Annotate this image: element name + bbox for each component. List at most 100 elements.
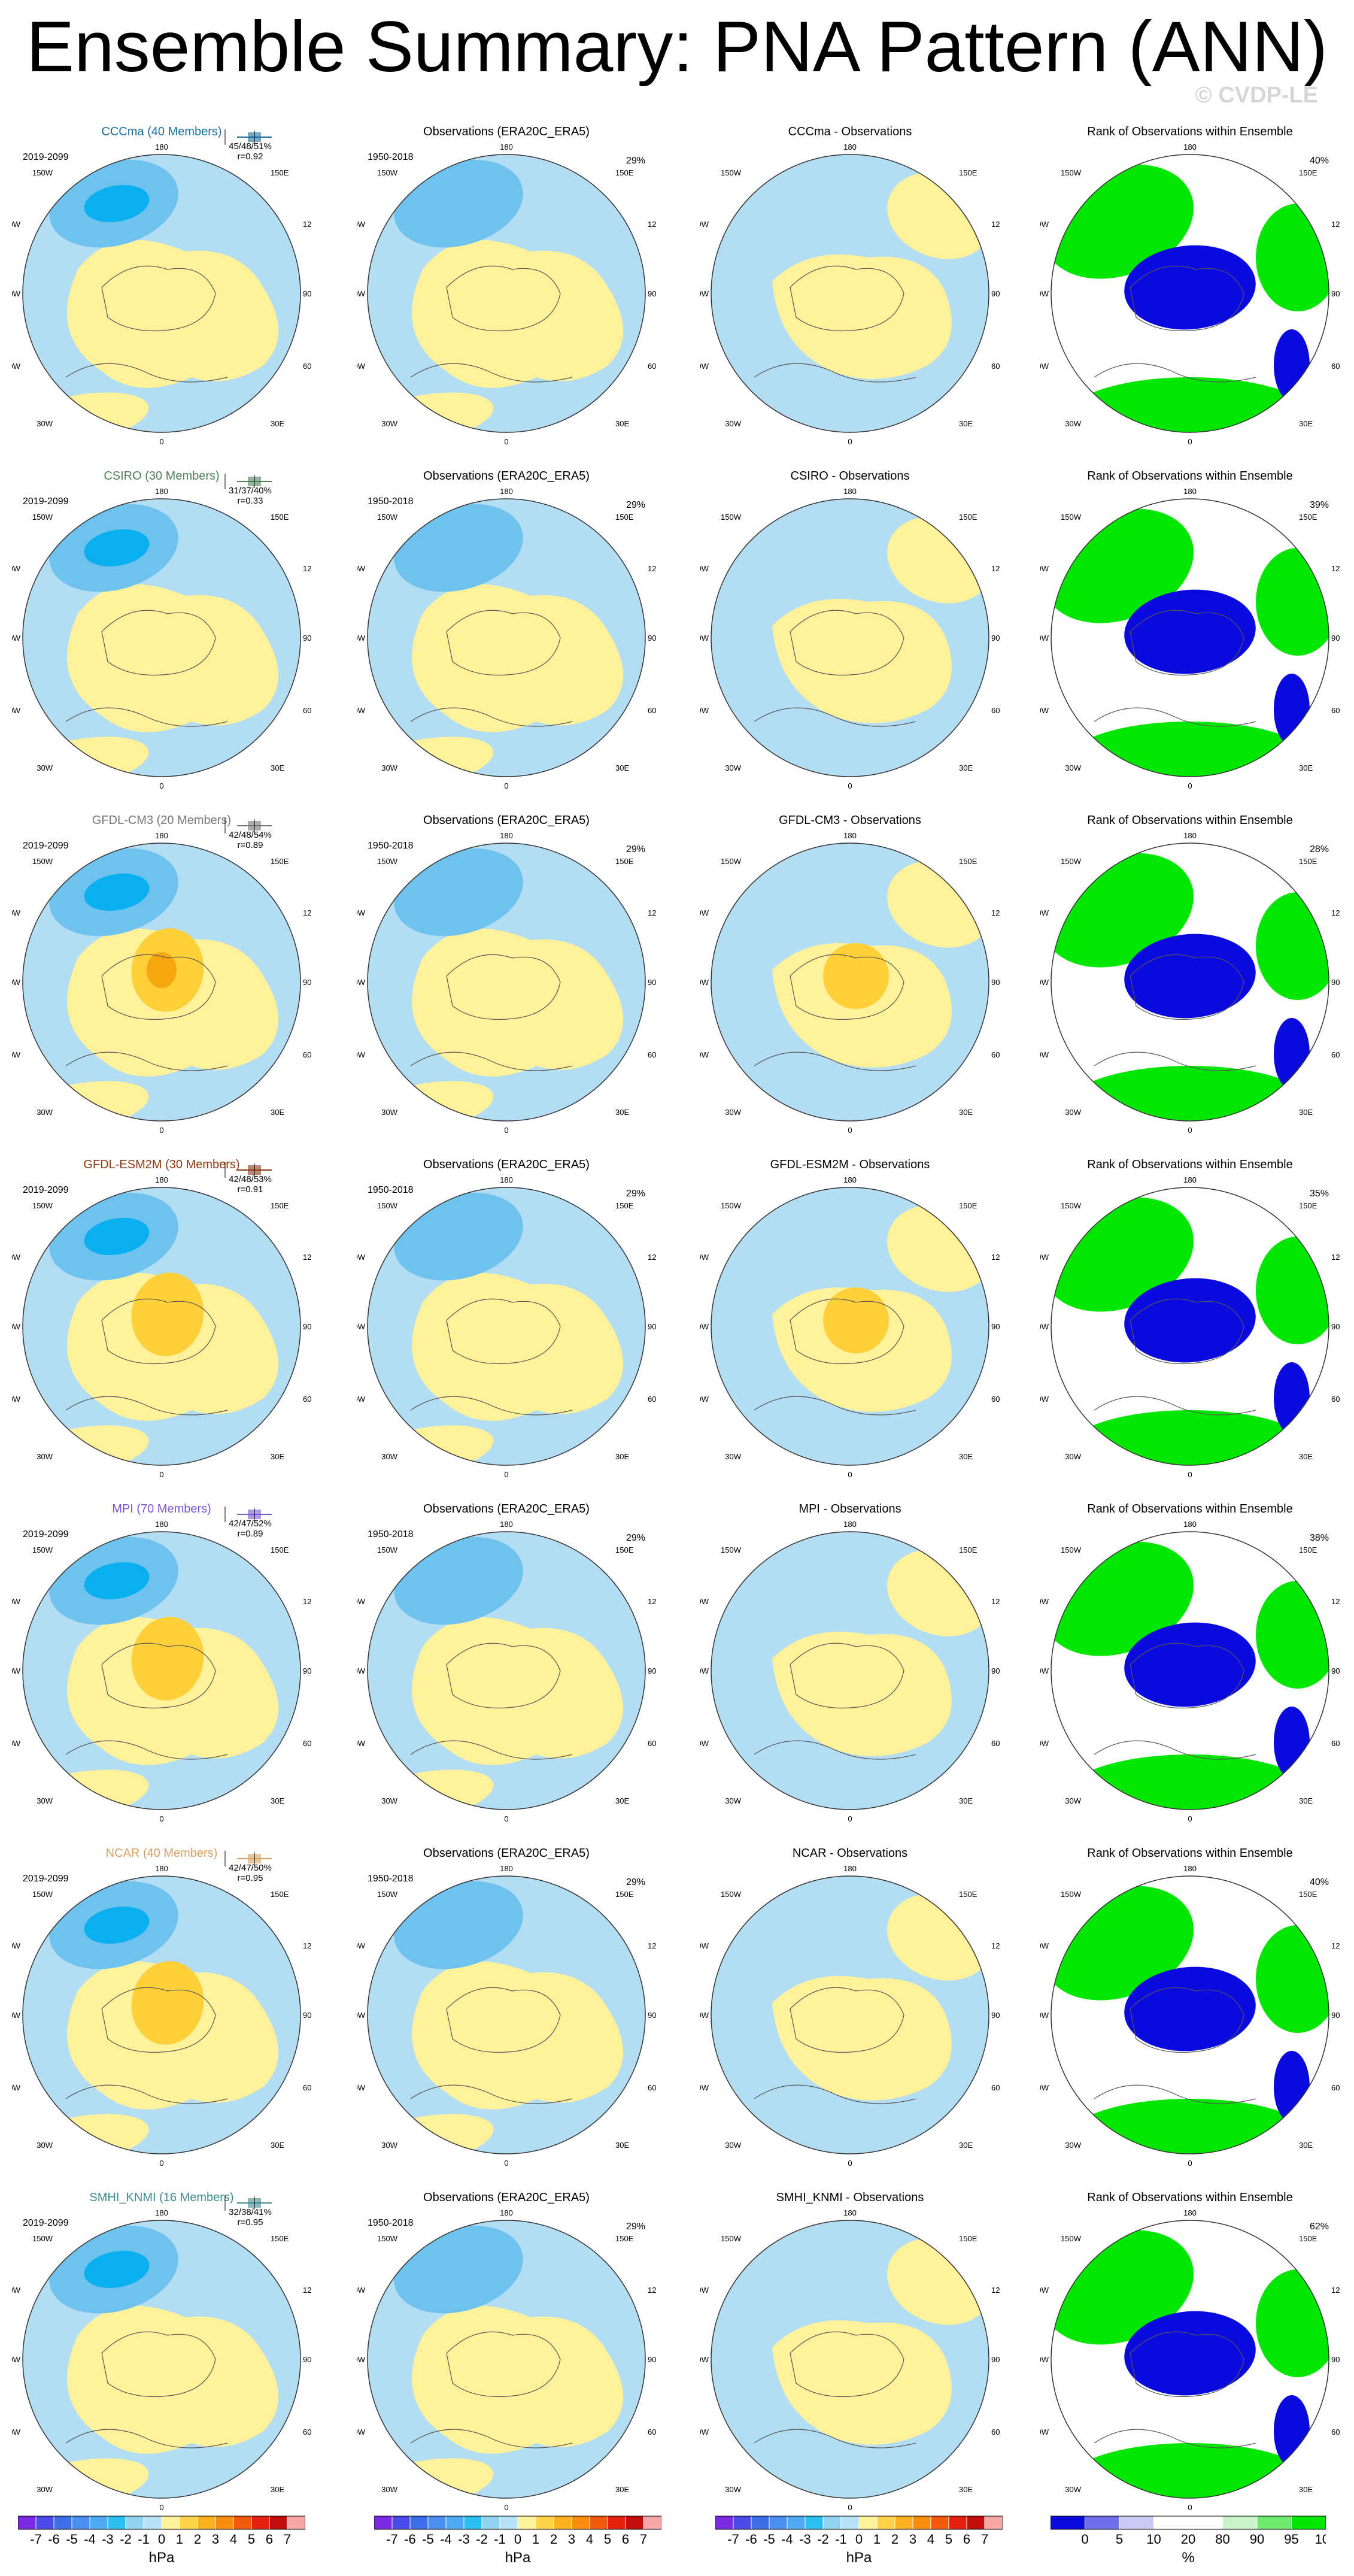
panel-rank-row-4: 180 0 150W 120W 90W 60W 30W 150E 120E 90E 60E 30E R… [1040, 1502, 1340, 1843]
svg-text:120W: 120W [700, 908, 709, 917]
panel-diff-row-5: 180 0 150W 120W 90W 60W 30W 150E 120E 90E 60E 30E N… [700, 1846, 1000, 2187]
svg-text:90W: 90W [700, 634, 709, 643]
obs-period: 1950-2018 [368, 152, 414, 162]
svg-text:0: 0 [1188, 2503, 1192, 2512]
svg-text:60E: 60E [1331, 1395, 1340, 1404]
longitude-labels: 180 0 150W 120W 90W 60W 30W 150E 120E 90E 60E 30E [1040, 487, 1340, 790]
model-field [23, 499, 300, 777]
svg-text:180: 180 [155, 831, 168, 840]
rank-title: Rank of Observations within Ensemble [1087, 2191, 1293, 2204]
svg-text:30E: 30E [271, 1452, 284, 1461]
colorbar-swatch [625, 2516, 644, 2530]
svg-text:180: 180 [843, 143, 857, 151]
colorbar-swatch [125, 2516, 144, 2530]
panel-model-row-2: 180 0 150W 120W 90W 60W 30W 150E 120E 90E 60E 30E G… [12, 813, 311, 1154]
longitude-labels: 180 0 150W 120W 90W 60W 30W 150E 120E 90E 60E 30E [357, 487, 656, 790]
panel-rank-row-2: 180 0 150W 120W 90W 60W 30W 150E 120E 90E 60E 30E R… [1040, 813, 1340, 1154]
colorbar-tick: -3 [458, 2532, 470, 2547]
rank-field [1051, 499, 1329, 777]
svg-text:150W: 150W [721, 857, 742, 866]
svg-text:60E: 60E [303, 1395, 311, 1404]
colorbar-unit: hPa [505, 2550, 531, 2566]
obs-field [368, 2220, 645, 2498]
diff-title: GFDL-ESM2M - Observations [770, 1158, 930, 1171]
svg-text:150E: 150E [615, 1890, 634, 1899]
svg-text:120E: 120E [991, 1941, 1000, 1950]
colorbar-tick: -5 [422, 2532, 434, 2547]
svg-text:30E: 30E [959, 1796, 973, 1805]
model-title: NCAR (40 Members) [105, 1847, 218, 1860]
svg-text:30E: 30E [615, 2141, 629, 2150]
colorbar-tick: -4 [440, 2532, 452, 2547]
svg-text:120W: 120W [357, 1253, 366, 1262]
colorbar-tick: 3 [212, 2532, 219, 2547]
colorbar-swatch [463, 2516, 482, 2530]
svg-text:60W: 60W [700, 1050, 709, 1059]
svg-text:30E: 30E [615, 2485, 629, 2494]
diff-field [711, 499, 989, 777]
panel-diff-row-0: 180 0 150W 120W 90W 60W 30W 150E 120E 90E 60E 30E C… [700, 125, 1000, 466]
svg-text:120E: 120E [991, 564, 1000, 573]
colorbar-swatch [53, 2516, 72, 2530]
svg-text:120E: 120E [991, 1253, 1000, 1262]
rank-title: Rank of Observations within Ensemble [1087, 469, 1293, 483]
svg-text:150W: 150W [1061, 168, 1082, 177]
svg-text:0: 0 [1188, 781, 1192, 790]
svg-text:30W: 30W [37, 763, 53, 772]
rank-percent: 39% [1309, 500, 1329, 510]
obs-field [368, 154, 645, 432]
svg-text:60E: 60E [1331, 1739, 1340, 1748]
model-period: 2019-2099 [23, 496, 69, 507]
svg-text:30W: 30W [1065, 1108, 1081, 1117]
longitude-labels: 180 0 150W 120W 90W 60W 30W 150E 120E 90E 60E 30E [1040, 1864, 1340, 2168]
svg-text:0: 0 [504, 1470, 508, 1479]
colorbar-tick: -7 [727, 2532, 739, 2547]
svg-text:0: 0 [159, 1126, 163, 1135]
rank-percent: 38% [1309, 1533, 1329, 1543]
rank-field [1051, 1532, 1329, 1810]
colorbar-swatch [269, 2516, 288, 2530]
svg-text:60E: 60E [648, 1739, 656, 1748]
svg-text:60W: 60W [12, 1739, 21, 1748]
svg-text:180: 180 [843, 831, 857, 840]
svg-text:60E: 60E [991, 1739, 1000, 1748]
svg-text:150E: 150E [959, 1545, 977, 1554]
svg-text:180: 180 [500, 143, 513, 151]
svg-text:120E: 120E [991, 908, 1000, 917]
colorbar-tick: 90 [1250, 2532, 1264, 2547]
model-title: SMHI_KNMI (16 Members) [89, 2191, 234, 2204]
svg-text:60E: 60E [303, 1739, 311, 1748]
svg-text:150E: 150E [1299, 168, 1317, 177]
model-stats: 31/37/40% r=0.33 [229, 486, 272, 506]
svg-text:150W: 150W [377, 513, 398, 522]
svg-text:120E: 120E [303, 1941, 311, 1950]
svg-text:60W: 60W [1040, 2083, 1049, 2092]
svg-text:60E: 60E [648, 2427, 656, 2436]
colorbar-tick: -2 [817, 2532, 829, 2547]
colorbar-tick: 0 [1081, 2532, 1088, 2547]
diff-field [711, 2220, 989, 2498]
svg-text:150W: 150W [1061, 1890, 1082, 1899]
svg-text:30E: 30E [271, 1796, 284, 1805]
obs-period: 1950-2018 [368, 1529, 414, 1539]
colorbar-swatch [391, 2516, 411, 2530]
svg-text:60W: 60W [700, 1395, 709, 1404]
svg-text:0: 0 [1188, 1470, 1192, 1479]
svg-text:120W: 120W [357, 220, 366, 229]
longitude-labels: 180 0 150W 120W 90W 60W 30W 150E 120E 90E 60E 30E [357, 1175, 656, 1479]
obs-field [368, 1187, 645, 1465]
colorbar-tick: 3 [909, 2532, 916, 2547]
obs-field [368, 499, 645, 777]
svg-text:90W: 90W [1040, 1322, 1049, 1331]
svg-text:60W: 60W [1040, 706, 1049, 715]
longitude-labels: 180 0 150W 120W 90W 60W 30W 150E 120E 90E 60E 30E [12, 831, 311, 1135]
svg-text:120W: 120W [1040, 220, 1049, 229]
colorbar-tick: 100 [1315, 2532, 1326, 2547]
svg-text:60E: 60E [1331, 2083, 1340, 2092]
obs-title: Observations (ERA20C_ERA5) [423, 1502, 590, 1516]
svg-text:0: 0 [848, 2503, 852, 2512]
svg-text:90E: 90E [1331, 978, 1340, 987]
svg-text:120E: 120E [303, 1597, 311, 1606]
rank-title: Rank of Observations within Ensemble [1087, 125, 1293, 138]
colorbar-tick: -6 [48, 2532, 60, 2547]
